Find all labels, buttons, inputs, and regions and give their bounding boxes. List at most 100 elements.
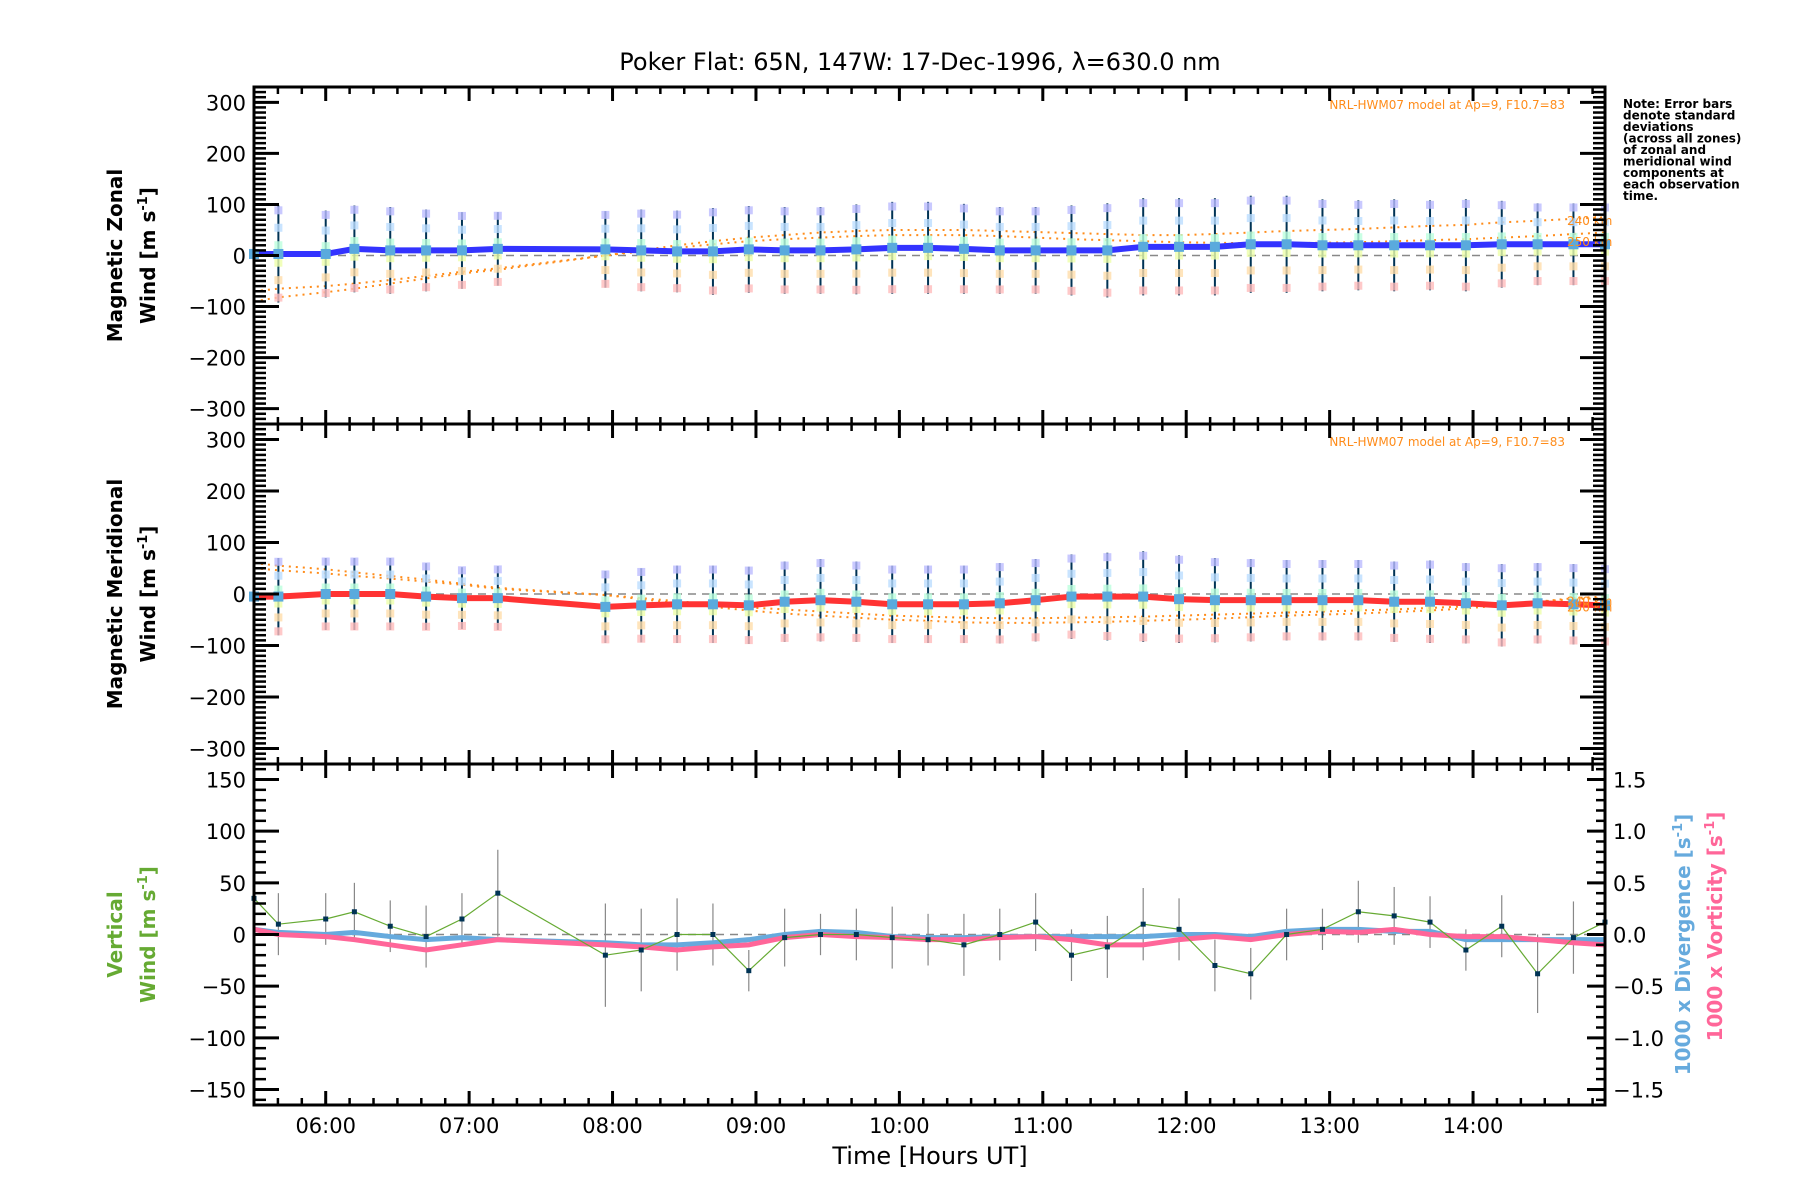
zone-marker xyxy=(780,222,789,231)
zone-marker xyxy=(1031,269,1040,278)
vorticity-line xyxy=(253,926,1606,953)
vertical-data-point xyxy=(602,952,608,958)
zone-marker xyxy=(493,588,502,597)
zone-marker xyxy=(1569,593,1578,602)
zone-marker xyxy=(422,239,431,248)
zone-marker xyxy=(1569,636,1578,645)
vertical-data-point xyxy=(1284,932,1290,937)
zone-marker xyxy=(708,593,717,602)
zonal-data-point xyxy=(887,242,898,253)
zone-marker xyxy=(708,270,717,279)
zone-marker xyxy=(386,622,395,631)
zone-marker xyxy=(274,241,283,250)
zone-marker xyxy=(708,565,717,574)
zone-marker xyxy=(816,588,825,597)
zone-marker xyxy=(1067,600,1076,609)
y-tick-label: 0 xyxy=(233,245,246,269)
zone-marker xyxy=(1426,575,1435,584)
meridional-data-point xyxy=(385,589,396,599)
zone-marker xyxy=(1139,251,1148,260)
vertical-data-point xyxy=(997,932,1003,937)
zone-marker xyxy=(1533,635,1542,644)
vertical-data-point xyxy=(1499,923,1505,929)
zone-marker xyxy=(816,254,825,263)
zonal-data-point xyxy=(923,242,934,253)
zone-marker xyxy=(386,570,395,579)
zone-marker xyxy=(493,611,502,620)
zone-marker xyxy=(888,607,897,616)
zone-marker xyxy=(1390,604,1399,613)
zone-marker xyxy=(1354,617,1363,626)
zone-marker xyxy=(386,238,395,247)
zone-marker xyxy=(1533,277,1542,286)
zone-marker xyxy=(673,579,682,588)
y2-tick-label: 0.5 xyxy=(1613,872,1646,896)
zone-marker xyxy=(1390,590,1399,599)
zone-marker xyxy=(888,252,897,261)
zone-marker xyxy=(386,207,395,216)
zone-marker xyxy=(1103,553,1112,562)
zone-marker xyxy=(350,268,359,277)
zone-marker xyxy=(1031,573,1040,582)
zone-marker xyxy=(1103,631,1112,640)
zone-marker xyxy=(601,238,610,247)
zonal-data-point xyxy=(1389,240,1400,251)
zone-marker xyxy=(1139,216,1148,225)
bracket: ] xyxy=(136,187,160,196)
note-line: of zonal and xyxy=(1623,143,1706,157)
zone-marker xyxy=(995,577,1004,586)
zone-marker xyxy=(1031,238,1040,247)
zone-marker xyxy=(350,570,359,579)
zone-marker xyxy=(1354,281,1363,290)
zone-marker xyxy=(1533,218,1542,227)
zone-marker xyxy=(780,254,789,263)
zone-marker xyxy=(1067,569,1076,578)
zone-marker xyxy=(457,588,466,597)
zone-marker xyxy=(1497,564,1506,573)
zone-marker xyxy=(601,210,610,219)
zone-marker xyxy=(1246,283,1255,292)
meridional-data-point xyxy=(1496,600,1507,611)
zone-marker xyxy=(601,570,610,579)
zone-marker xyxy=(1031,222,1040,231)
zone-marker xyxy=(1103,616,1112,625)
zonal-data-point xyxy=(1425,240,1436,251)
zone-marker xyxy=(350,609,359,618)
y-tick-label: −150 xyxy=(188,1079,246,1103)
note-line: time. xyxy=(1623,189,1658,203)
y-tick-label: 0 xyxy=(233,583,246,607)
zone-marker xyxy=(1246,618,1255,627)
zone-marker xyxy=(924,621,933,630)
zone-marker xyxy=(1175,216,1184,225)
zone-marker xyxy=(1390,561,1399,570)
zone-marker xyxy=(744,284,753,293)
bracket: ] xyxy=(1671,814,1695,823)
zone-marker xyxy=(1569,262,1578,271)
zone-marker xyxy=(637,253,646,262)
zone-marker xyxy=(816,269,825,278)
zone-marker xyxy=(1246,196,1255,205)
zone-marker xyxy=(852,633,861,642)
zone-marker xyxy=(888,285,897,294)
zone-marker xyxy=(708,635,717,644)
zone-marker xyxy=(924,285,933,294)
zone-marker xyxy=(1354,217,1363,226)
zone-marker xyxy=(422,283,431,292)
vertical-data-point xyxy=(1391,913,1397,919)
zone-marker xyxy=(1210,286,1219,295)
zone-marker xyxy=(1246,559,1255,568)
zone-marker xyxy=(780,633,789,642)
zone-marker xyxy=(852,285,861,294)
y2-label-divergence: 1000 x Divergence [s-1] xyxy=(1671,814,1695,1076)
vertical-data-point xyxy=(674,932,680,937)
zone-marker xyxy=(673,621,682,630)
zone-marker xyxy=(1067,270,1076,279)
zone-marker xyxy=(744,636,753,645)
zone-marker xyxy=(457,211,466,220)
model-label: NRL-HWM07 model at Ap=9, F10.7=83 xyxy=(1329,98,1565,112)
zone-marker xyxy=(1533,232,1542,241)
zone-marker xyxy=(1282,248,1291,257)
meridional-data-point xyxy=(1353,595,1364,606)
zone-marker xyxy=(959,236,968,245)
zone-marker xyxy=(924,579,933,588)
